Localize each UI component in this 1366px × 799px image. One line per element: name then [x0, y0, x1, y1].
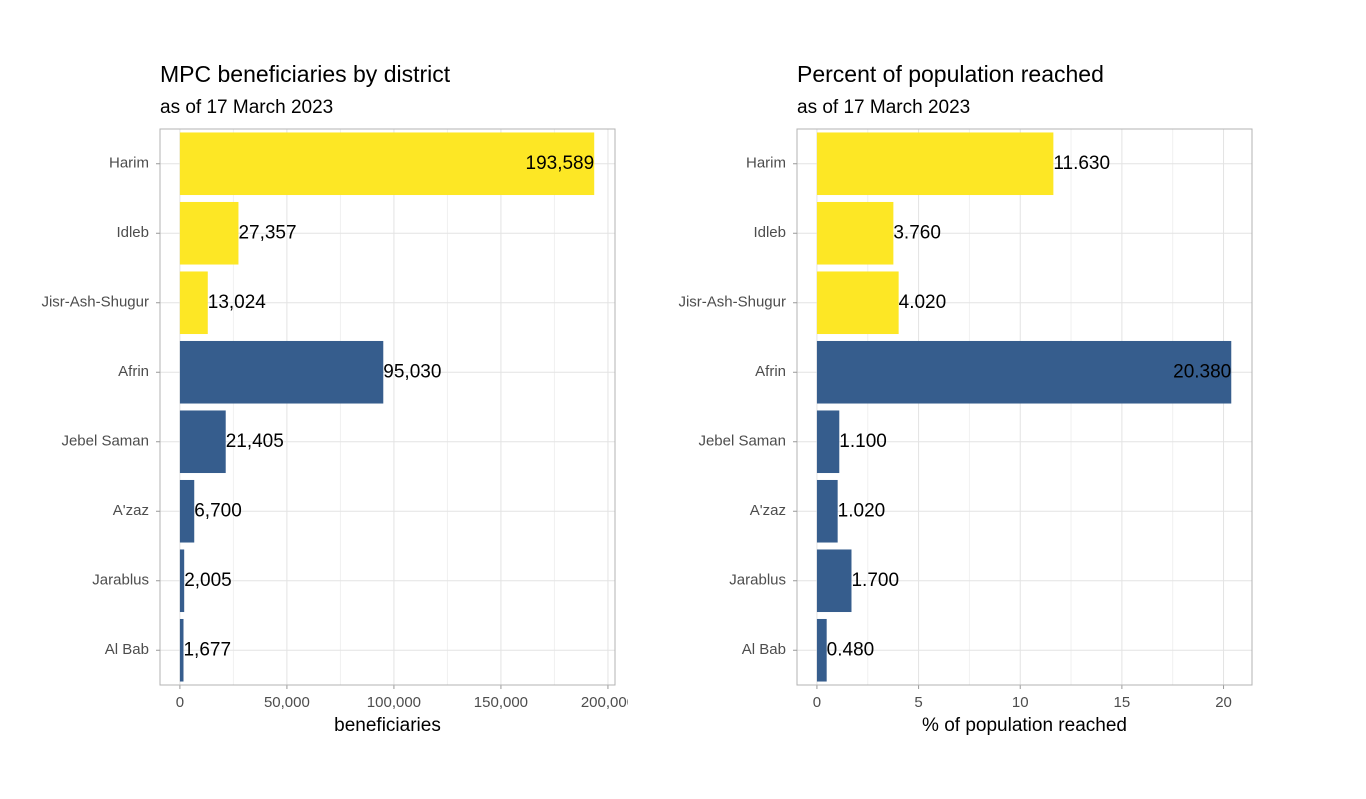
tick-labels: 0 5 10 15 20 — [813, 694, 1232, 711]
y-tick-label: Jisr-Ash-Shugur — [678, 294, 786, 311]
y-tick-label: Idleb — [753, 224, 786, 241]
value-label: 193,589 — [526, 153, 595, 174]
bar — [179, 618, 184, 682]
value-label: 1,677 — [183, 639, 231, 660]
bar — [179, 479, 195, 543]
y-tick-label: Idleb — [116, 224, 149, 241]
x-tick-label: 100,000 — [367, 694, 421, 711]
x-tick-label: 200,000 — [581, 694, 635, 711]
x-tick-label: 0 — [813, 694, 821, 711]
value-label: 1.100 — [839, 431, 887, 452]
bar — [179, 201, 239, 265]
tick-labels: 0 50,000 100,000 150,000 200,000 — [176, 694, 635, 711]
bar — [179, 132, 595, 196]
bar — [816, 410, 840, 474]
bar — [816, 132, 1054, 196]
y-tick-label: Afrin — [118, 363, 149, 380]
bar — [179, 410, 226, 474]
y-tick-label: Al Bab — [105, 641, 149, 658]
panel-border — [159, 128, 616, 686]
value-label: 2,005 — [184, 570, 232, 591]
value-label: 1.700 — [851, 570, 899, 591]
value-label: 1.020 — [838, 500, 886, 521]
value-label: 20.380 — [1173, 361, 1231, 382]
bar — [179, 340, 384, 404]
chart-title: MPC beneficiaries by district — [160, 61, 451, 87]
value-label: 21,405 — [226, 431, 284, 452]
panel-border — [796, 128, 1253, 686]
chart-subtitle: as of 17 March 2023 — [797, 97, 970, 118]
x-axis-title: beneficiaries — [334, 715, 441, 736]
value-label: 95,030 — [383, 361, 441, 382]
bar — [816, 271, 899, 335]
x-tick-label: 15 — [1114, 694, 1131, 711]
x-tick-label: 5 — [914, 694, 922, 711]
bar — [179, 271, 208, 335]
bar — [816, 479, 838, 543]
y-tick-label: A'zaz — [113, 502, 149, 519]
y-tick-label: Jisr-Ash-Shugur — [41, 294, 149, 311]
y-tick-label: A'zaz — [750, 502, 786, 519]
x-axis-title: % of population reached — [922, 715, 1127, 736]
y-tick-label: Afrin — [755, 363, 786, 380]
value-label: 11.630 — [1053, 153, 1110, 174]
y-tick-label: Jebel Saman — [698, 433, 786, 450]
value-label: 4.020 — [899, 292, 947, 313]
y-tick-label: Jarablus — [729, 572, 786, 589]
y-tick-label: Jarablus — [92, 572, 149, 589]
bar — [816, 618, 827, 682]
y-tick-label: Jebel Saman — [61, 433, 149, 450]
x-tick-label: 10 — [1012, 694, 1029, 711]
value-label: 3.760 — [893, 222, 941, 243]
bar — [816, 549, 852, 613]
value-label: 13,024 — [208, 292, 267, 313]
y-tick-label: Harim — [746, 155, 786, 172]
bar — [179, 549, 185, 613]
x-tick-label: 20 — [1215, 694, 1232, 711]
x-tick-label: 0 — [176, 694, 184, 711]
y-tick-label: Harim — [109, 155, 149, 172]
chart-subtitle: as of 17 March 2023 — [160, 97, 333, 118]
chart-title: Percent of population reached — [797, 61, 1104, 87]
value-label: 27,357 — [238, 222, 296, 243]
x-tick-label: 150,000 — [474, 694, 528, 711]
y-tick-label: Al Bab — [742, 641, 786, 658]
value-label: 0.480 — [827, 639, 875, 660]
value-label: 6,700 — [194, 500, 242, 521]
bar — [816, 201, 894, 265]
bar — [816, 340, 1232, 404]
x-tick-label: 50,000 — [264, 694, 310, 711]
